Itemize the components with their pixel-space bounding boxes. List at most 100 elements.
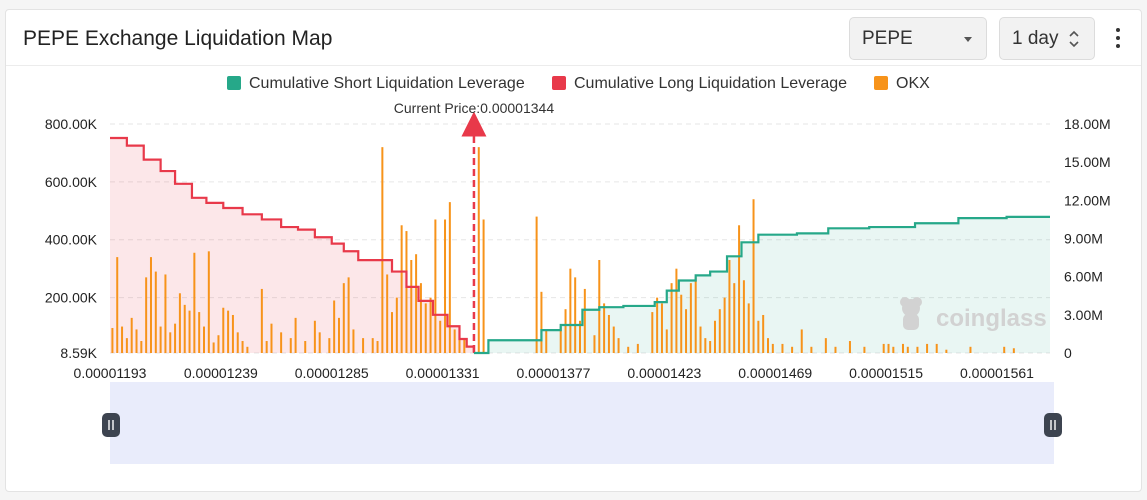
x-axis-tick-label: 0.00001239 bbox=[184, 365, 258, 381]
okx-bar bbox=[916, 346, 919, 353]
okx-bar bbox=[738, 225, 741, 353]
okx-bar bbox=[188, 310, 191, 353]
okx-bar bbox=[415, 254, 418, 353]
okx-bar bbox=[395, 297, 398, 353]
right-axis-tick-label: 12.00M bbox=[1064, 192, 1111, 208]
okx-bar bbox=[781, 343, 784, 353]
okx-bar bbox=[439, 320, 442, 353]
okx-bar bbox=[906, 346, 909, 353]
okx-bar bbox=[217, 335, 220, 353]
okx-bar bbox=[333, 300, 336, 353]
okx-bar bbox=[231, 314, 234, 353]
okx-bar bbox=[386, 274, 389, 353]
left-axis-tick-label: 8.59K bbox=[60, 345, 97, 361]
zoom-handle-right[interactable] bbox=[1044, 413, 1062, 437]
okx-bar bbox=[381, 147, 384, 353]
okx-bar bbox=[289, 338, 292, 353]
current-price-label: Current Price:0.00001344 bbox=[394, 100, 555, 116]
okx-bar bbox=[545, 329, 548, 353]
okx-bar bbox=[651, 312, 654, 353]
okx-bar bbox=[193, 252, 196, 353]
coinglass-watermark: coinglass bbox=[900, 297, 1047, 332]
okx-bar bbox=[270, 323, 273, 353]
okx-bar bbox=[670, 283, 673, 353]
chart-legend[interactable]: Cumulative Short Liquidation Leverage Cum… bbox=[227, 75, 930, 92]
okx-bar bbox=[583, 288, 586, 353]
okx-bar bbox=[227, 310, 230, 353]
x-axis-tick-label: 0.00001515 bbox=[849, 365, 923, 381]
okx-bar bbox=[145, 277, 148, 353]
okx-bar bbox=[810, 346, 813, 353]
okx-bar bbox=[733, 283, 736, 353]
okx-bar bbox=[130, 317, 133, 353]
okx-bar bbox=[434, 219, 437, 353]
more-options-icon[interactable] bbox=[1108, 24, 1128, 54]
okx-bar bbox=[685, 309, 688, 353]
zoom-slider[interactable] bbox=[102, 382, 1062, 464]
okx-bar bbox=[593, 335, 596, 353]
okx-bar bbox=[607, 314, 610, 353]
okx-bar bbox=[429, 297, 432, 353]
okx-bar bbox=[704, 338, 707, 353]
okx-bar bbox=[945, 349, 948, 353]
left-axis-tick-label: 600.00K bbox=[45, 174, 98, 190]
zoom-range-area[interactable] bbox=[110, 382, 1054, 464]
okx-bar bbox=[121, 326, 124, 353]
x-axis-tick-label: 0.00001285 bbox=[295, 365, 369, 381]
okx-bar bbox=[207, 251, 210, 353]
okx-bar bbox=[882, 343, 885, 353]
okx-bar bbox=[694, 277, 697, 353]
right-axis-tick-label: 3.00M bbox=[1064, 307, 1103, 323]
okx-bar bbox=[154, 271, 157, 353]
watermark-text: coinglass bbox=[936, 305, 1047, 332]
okx-bar bbox=[477, 147, 480, 353]
okx-bars bbox=[111, 147, 1015, 353]
okx-bar bbox=[713, 320, 716, 353]
okx-bar bbox=[424, 303, 427, 353]
okx-bar bbox=[352, 329, 355, 353]
okx-bar bbox=[887, 343, 890, 353]
x-axis-tick-label: 0.00001561 bbox=[960, 365, 1034, 381]
okx-bar bbox=[376, 341, 379, 353]
okx-bar bbox=[169, 332, 172, 353]
okx-bar bbox=[752, 199, 755, 353]
okx-bar bbox=[342, 283, 345, 353]
time-range-select[interactable]: 1 day bbox=[999, 17, 1095, 60]
okx-bar bbox=[400, 225, 403, 353]
right-axis-tick-label: 0 bbox=[1064, 345, 1072, 361]
okx-bar bbox=[709, 341, 712, 353]
okx-bar bbox=[728, 259, 731, 353]
short-liquidation-line bbox=[473, 215, 1050, 355]
okx-bar bbox=[222, 307, 225, 353]
okx-bar bbox=[718, 309, 721, 353]
long-liquidation-line bbox=[110, 136, 476, 353]
left-axis-ticks: 8.59K 200.00K 400.00K 600.00K 800.00K bbox=[45, 116, 98, 361]
zoom-handle-left[interactable] bbox=[102, 413, 120, 437]
left-axis-tick-label: 200.00K bbox=[45, 290, 98, 306]
okx-bar bbox=[198, 312, 201, 353]
left-axis-tick-label: 400.00K bbox=[45, 232, 98, 248]
legend-label: Cumulative Short Liquidation Leverage bbox=[249, 75, 525, 92]
okx-bar bbox=[463, 338, 466, 353]
card-header: PEPE Exchange Liquidation Map PEPE 1 day bbox=[6, 10, 1141, 66]
okx-bar bbox=[246, 346, 249, 353]
time-range-value: 1 day bbox=[1012, 28, 1059, 49]
okx-bar bbox=[444, 219, 447, 353]
okx-bar bbox=[453, 329, 456, 353]
x-axis-tick-label: 0.00001193 bbox=[74, 365, 147, 381]
okx-bar bbox=[800, 329, 803, 353]
legend-swatch bbox=[552, 76, 566, 90]
okx-bar bbox=[742, 280, 745, 353]
okx-bar bbox=[656, 297, 659, 353]
okx-bar bbox=[482, 219, 485, 353]
okx-bar bbox=[304, 341, 307, 353]
coin-select-value: PEPE bbox=[862, 28, 913, 49]
updown-chevron-icon bbox=[1069, 30, 1079, 48]
coin-select[interactable]: PEPE bbox=[849, 17, 987, 60]
okx-bar bbox=[448, 202, 451, 353]
okx-bar bbox=[241, 341, 244, 353]
current-price-marker: Current Price:0.00001344 bbox=[394, 100, 555, 352]
okx-bar bbox=[747, 303, 750, 353]
x-axis-tick-label: 0.00001469 bbox=[738, 365, 812, 381]
okx-bar bbox=[564, 309, 567, 353]
